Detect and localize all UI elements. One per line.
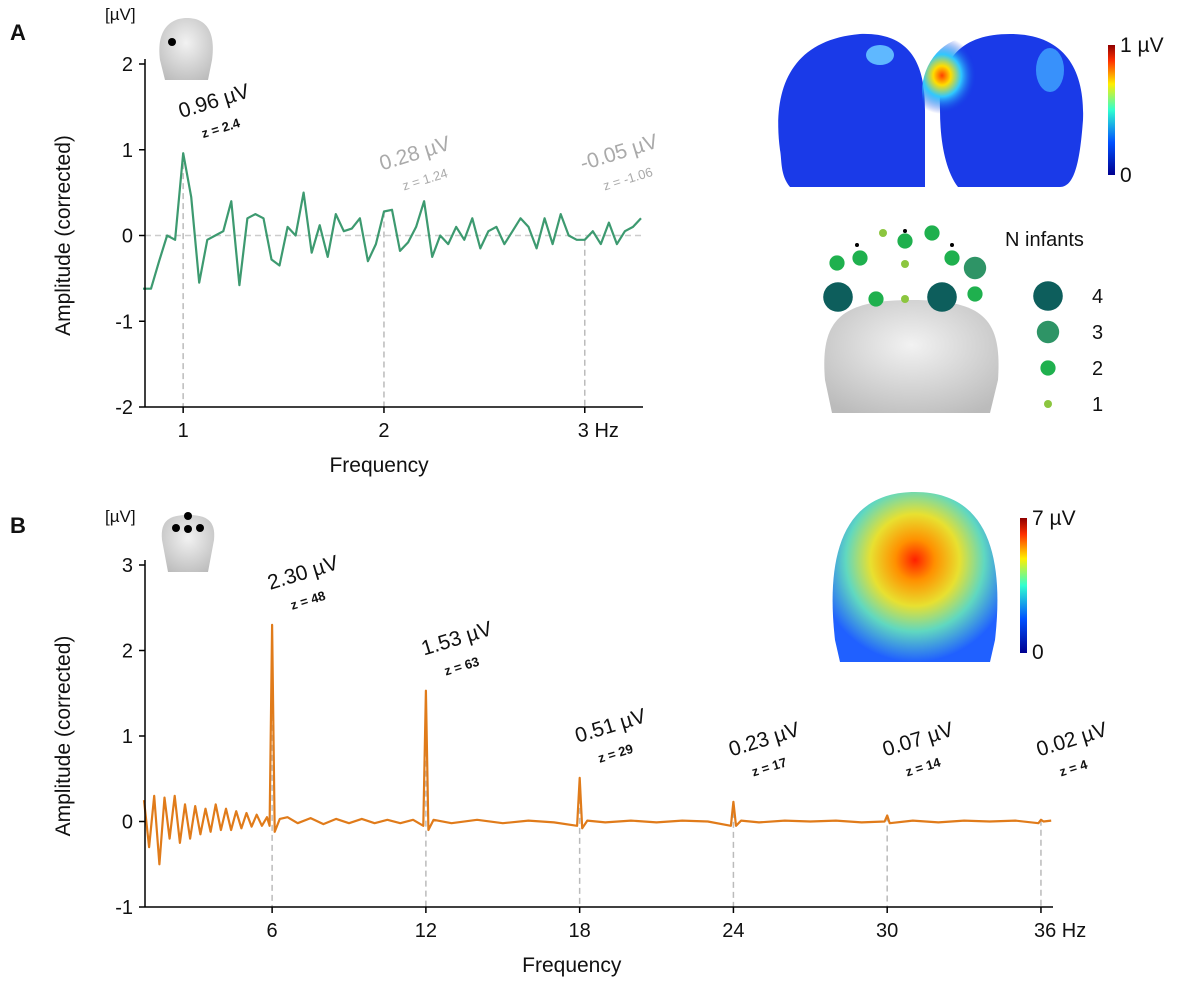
head-icon (159, 18, 213, 80)
peak-label: 0.96 µV (176, 80, 252, 123)
electrode-icon (168, 38, 176, 46)
x-tick-label: 18 (569, 920, 591, 942)
peak-z: z = 63 (442, 654, 481, 679)
legend-swatch (1044, 400, 1052, 408)
colorbar (1108, 45, 1115, 175)
electrode-zero (855, 243, 859, 247)
x-tick-label: 3 Hz (578, 420, 619, 442)
y-tick-label: 3 (122, 555, 133, 577)
electrode (829, 255, 845, 271)
x-tick-label: 24 (722, 920, 744, 942)
legend-title: N infants (1005, 229, 1084, 251)
peak-label: 1.53 µV (419, 617, 495, 660)
electrode (901, 260, 909, 268)
peak-z: z = -1.06 (601, 164, 654, 193)
scalp-spot (922, 37, 1022, 147)
legend-label: 2 (1092, 358, 1103, 380)
x-tick-label: 6 (267, 920, 278, 942)
x-tick-label: 1 (178, 420, 189, 442)
panel-letter: B (10, 513, 26, 538)
y-tick-label: 2 (122, 54, 133, 76)
unit-label: [µV] (105, 5, 136, 24)
legend-swatch (1036, 320, 1060, 344)
x-tick-label: 12 (415, 920, 437, 942)
peak-z: z = 17 (750, 755, 789, 780)
legend-label: 1 (1092, 394, 1103, 416)
electrode (868, 291, 884, 307)
colorbar-label: 1 µV (1120, 34, 1164, 57)
y-tick-label: -1 (115, 311, 133, 333)
x-axis-title: Frequency (522, 954, 622, 977)
legend-label: 4 (1092, 286, 1103, 308)
peak-label: 0.07 µV (880, 718, 956, 761)
y-tick-label: 1 (122, 140, 133, 162)
electrode-zero (950, 243, 954, 247)
electrode-icon (184, 512, 192, 520)
electrode-icon (184, 525, 192, 533)
electrode (901, 295, 909, 303)
x-tick-label: 2 (378, 420, 389, 442)
series-line (142, 623, 1052, 866)
head-model (824, 300, 999, 413)
electrode (924, 225, 940, 241)
scalp-spot (1036, 48, 1064, 92)
electrode (967, 286, 983, 302)
peak-z: z = 4 (1057, 756, 1089, 779)
y-axis-title: Amplitude (corrected) (52, 636, 75, 837)
x-tick-label: 36 Hz (1034, 920, 1086, 942)
y-tick-label: -1 (115, 897, 133, 919)
peak-label: 0.51 µV (572, 704, 648, 747)
scalp-map (778, 33, 925, 188)
electrode (944, 250, 960, 266)
scalp-spot (866, 45, 894, 65)
peak-z: z = 48 (289, 588, 328, 613)
peak-z: z = 29 (596, 741, 635, 766)
electrode-icon (196, 524, 204, 532)
unit-label: [µV] (105, 507, 136, 526)
peak-label: 0.02 µV (1034, 718, 1110, 761)
colorbar-label: 0 (1032, 641, 1044, 664)
peak-label: 0.23 µV (726, 718, 802, 761)
y-tick-label: 0 (122, 812, 133, 834)
y-tick-label: 2 (122, 641, 133, 663)
series-line (143, 152, 642, 290)
x-tick-label: 30 (876, 920, 898, 942)
legend-swatch (1033, 281, 1063, 311)
y-tick-label: 0 (122, 226, 133, 248)
electrode-zero (903, 229, 907, 233)
legend-swatch (1040, 360, 1056, 376)
electrode (879, 229, 887, 237)
legend-label: 3 (1092, 322, 1103, 344)
peak-z: z = 1.24 (400, 165, 449, 193)
colorbar-label: 7 µV (1032, 507, 1076, 530)
y-tick-label: -2 (115, 397, 133, 419)
colorbar-label: 0 (1120, 164, 1132, 187)
scalp-map (832, 492, 998, 662)
electrode (963, 256, 987, 280)
panel-letter: A (10, 20, 26, 45)
electrode (897, 233, 913, 249)
electrode-icon (172, 524, 180, 532)
electrode (927, 282, 957, 312)
x-axis-title: Frequency (329, 454, 429, 477)
peak-z: z = 14 (904, 754, 943, 779)
head-icon (161, 515, 215, 572)
colorbar (1020, 518, 1027, 653)
peak-label: 2.30 µV (265, 551, 341, 594)
electrode (823, 282, 853, 312)
y-axis-title: Amplitude (corrected) (52, 135, 75, 336)
peak-z: z = 2.4 (200, 115, 243, 141)
electrode (852, 250, 868, 266)
y-tick-label: 1 (122, 726, 133, 748)
